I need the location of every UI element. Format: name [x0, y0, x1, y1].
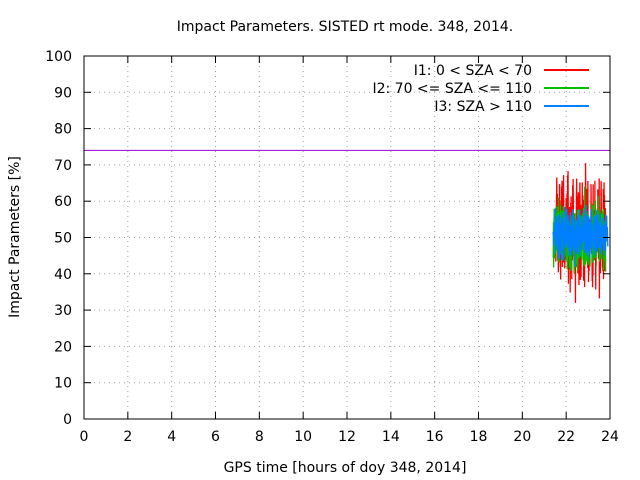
y-tick-label: 70	[54, 158, 72, 174]
axis-ticks: 0 2 4 6 8 10 12 14 16 18 20 22 240102030405060708090…	[45, 49, 619, 445]
x-tick-label: 16	[426, 429, 444, 445]
series-line-3	[552, 204, 609, 267]
x-axis-label: GPS time [hours of doy 348, 2014]	[224, 460, 467, 476]
chart-title: Impact Parameters. SISTED rt mode. 348, …	[177, 19, 513, 35]
legend-label-3: I3: SZA > 110	[434, 99, 532, 115]
x-tick-label: 12	[338, 429, 356, 445]
x-tick-label: 6	[211, 429, 220, 445]
legend-label-2: I2: 70 <= SZA <= 110	[372, 81, 532, 97]
x-tick-label: 4	[167, 429, 176, 445]
x-tick-label: 14	[382, 429, 400, 445]
legend: I1: 0 < SZA < 70 I2: 70 <= SZA <= 110 I3: …	[372, 63, 589, 115]
x-tick-label: 2	[123, 429, 132, 445]
x-tick-label: 22	[557, 429, 575, 445]
y-tick-label: 30	[54, 303, 72, 319]
y-tick-label: 0	[63, 412, 72, 428]
x-tick-label: 20	[513, 429, 531, 445]
y-tick-label: 50	[54, 231, 72, 247]
x-tick-label: 10	[294, 429, 312, 445]
x-tick-label: 24	[601, 429, 619, 445]
y-tick-label: 80	[54, 122, 72, 138]
x-tick-label: 18	[470, 429, 488, 445]
y-axis-label: Impact Parameters [%]	[7, 156, 23, 318]
y-tick-label: 60	[54, 194, 72, 210]
x-tick-label: 8	[255, 429, 264, 445]
legend-label-1: I1: 0 < SZA < 70	[414, 63, 532, 79]
x-tick-label: 0	[80, 429, 89, 445]
y-tick-label: 10	[54, 376, 72, 392]
series-group	[552, 163, 609, 303]
y-tick-label: 20	[54, 339, 72, 355]
y-tick-label: 90	[54, 85, 72, 101]
y-tick-label: 100	[45, 49, 72, 65]
grid-lines	[84, 56, 610, 419]
y-tick-label: 40	[54, 267, 72, 283]
